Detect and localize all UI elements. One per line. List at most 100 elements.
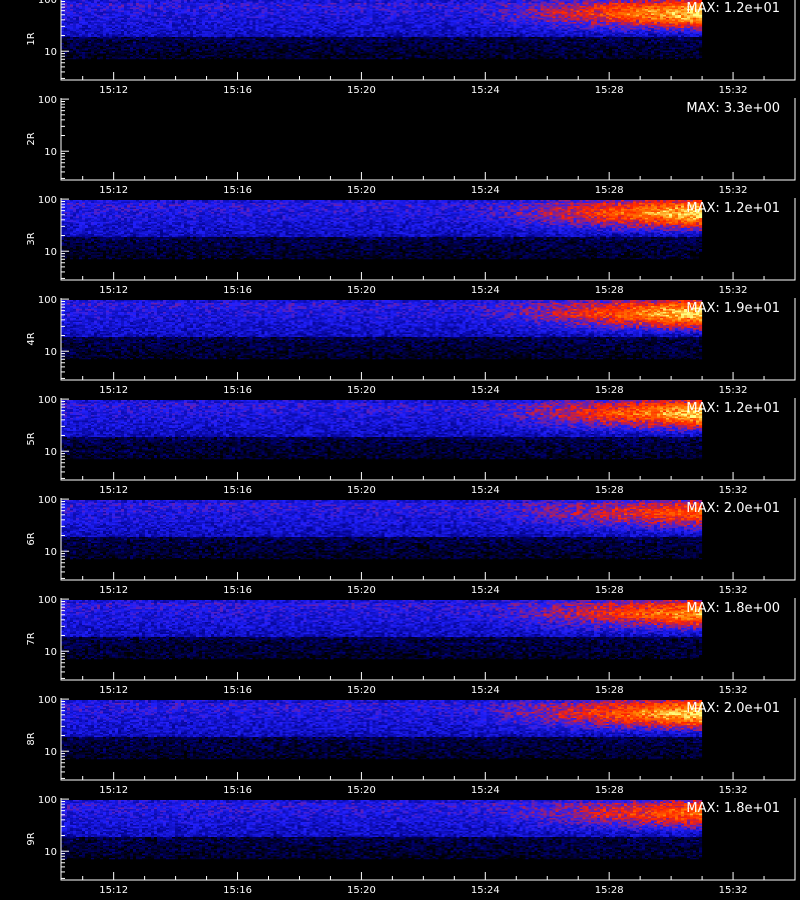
panel-label: 7R xyxy=(26,632,37,645)
heatmap-9r xyxy=(61,800,703,860)
x-tick-label: 15:12 xyxy=(99,485,128,496)
x-tick-label: 15:24 xyxy=(471,885,500,896)
x-tick-label: 15:32 xyxy=(719,185,748,196)
axis-frame xyxy=(60,198,796,281)
heatmap-5r xyxy=(61,400,703,460)
x-tick-label: 15:24 xyxy=(471,685,500,696)
x-tick-label: 15:20 xyxy=(347,385,376,396)
axis-frame xyxy=(60,498,796,581)
x-tick-label: 15:16 xyxy=(223,285,252,296)
x-tick-label: 15:12 xyxy=(99,585,128,596)
y-tick-label: 10 xyxy=(44,347,57,358)
x-tick-label: 15:32 xyxy=(719,485,748,496)
panel-label: 5R xyxy=(26,432,37,445)
heatmap-3r xyxy=(61,200,703,260)
heatmap-8r xyxy=(61,700,703,760)
panel-5r: 100 10 15:12 15:16 15:20 15:24 15:28 15:32 5R MAX… xyxy=(26,395,796,496)
y-tick-label: 10 xyxy=(44,447,57,458)
y-tick-label: 10 xyxy=(44,747,57,758)
x-tick-label: 15:12 xyxy=(99,385,128,396)
x-tick-label: 15:24 xyxy=(471,385,500,396)
y-tick-label: 100 xyxy=(38,595,57,606)
y-tick-label: 100 xyxy=(38,795,57,806)
x-tick-label: 15:16 xyxy=(223,585,252,596)
x-tick-label: 15:20 xyxy=(347,185,376,196)
x-tick-label: 15:28 xyxy=(595,185,624,196)
x-tick-label: 15:16 xyxy=(223,485,252,496)
x-tick-label: 15:24 xyxy=(471,185,500,196)
x-tick-label: 15:16 xyxy=(223,385,252,396)
x-tick-label: 15:12 xyxy=(99,685,128,696)
panel-6r: 100 10 15:12 15:16 15:20 15:24 15:28 15:32 6R MAX… xyxy=(26,495,796,596)
panel-label: 8R xyxy=(26,732,37,745)
panel-label: 4R xyxy=(26,332,37,345)
panel-3r: 100 10 15:12 15:16 15:20 15:24 15:28 15:32 3R MAX… xyxy=(26,195,796,296)
x-tick-label: 15:32 xyxy=(719,685,748,696)
x-tick-label: 15:32 xyxy=(719,85,748,96)
x-tick-label: 15:28 xyxy=(595,85,624,96)
x-tick-label: 15:20 xyxy=(347,685,376,696)
x-tick-label: 15:32 xyxy=(719,785,748,796)
max-value-label: MAX: 1.2e+01 xyxy=(686,201,780,216)
x-tick-label: 15:12 xyxy=(99,785,128,796)
panel-2r: 100 10 15:12 15:16 15:20 15:24 15:28 15:32 2R MAX… xyxy=(26,95,796,196)
axis-frame xyxy=(60,298,796,381)
axis-frame xyxy=(60,698,796,781)
max-value-label: MAX: 1.2e+01 xyxy=(686,1,780,16)
axis-frame xyxy=(60,398,796,481)
panel-label: 9R xyxy=(26,832,37,845)
y-tick-label: 100 xyxy=(38,95,57,106)
panel-label: 2R xyxy=(26,132,37,145)
panel-label: 6R xyxy=(26,532,37,545)
panel-4r: 100 10 15:12 15:16 15:20 15:24 15:28 15:32 4R MAX… xyxy=(26,295,796,396)
heatmap-4r xyxy=(61,300,703,360)
x-tick-label: 15:28 xyxy=(595,585,624,596)
max-value-label: MAX: 1.8e+00 xyxy=(686,601,780,616)
x-tick-label: 15:32 xyxy=(719,585,748,596)
x-tick-label: 15:12 xyxy=(99,885,128,896)
y-tick-label: 10 xyxy=(44,247,57,258)
max-value-label: MAX: 2.0e+01 xyxy=(686,501,780,516)
x-tick-label: 15:32 xyxy=(719,285,748,296)
panel-label: 1R xyxy=(26,32,37,45)
heatmap-1r xyxy=(61,0,703,60)
x-tick-label: 15:28 xyxy=(595,785,624,796)
x-tick-label: 15:20 xyxy=(347,785,376,796)
y-tick-label: 100 xyxy=(38,195,57,206)
y-tick-label: 100 xyxy=(38,495,57,506)
y-tick-label: 10 xyxy=(44,847,57,858)
x-tick-label: 15:12 xyxy=(99,285,128,296)
x-tick-label: 15:24 xyxy=(471,85,500,96)
x-tick-label: 15:28 xyxy=(595,685,624,696)
x-tick-label: 15:32 xyxy=(719,385,748,396)
x-tick-label: 15:16 xyxy=(223,685,252,696)
axis-frame xyxy=(60,598,796,681)
axis-frame xyxy=(60,0,796,81)
y-tick-label: 10 xyxy=(44,647,57,658)
x-tick-label: 15:24 xyxy=(471,485,500,496)
y-tick-label: 10 xyxy=(44,147,57,158)
x-tick-label: 15:28 xyxy=(595,385,624,396)
x-tick-label: 15:32 xyxy=(719,885,748,896)
max-value-label: MAX: 2.0e+01 xyxy=(686,701,780,716)
panel-8r: 100 10 15:12 15:16 15:20 15:24 15:28 15:32 8R MAX… xyxy=(26,695,796,796)
x-tick-label: 15:20 xyxy=(347,885,376,896)
x-tick-label: 15:20 xyxy=(347,585,376,596)
x-tick-label: 15:16 xyxy=(223,885,252,896)
x-tick-label: 15:24 xyxy=(471,585,500,596)
panel-1r: 100 10 15:12 15:16 15:20 15:24 15:28 15:32 1R MAX… xyxy=(26,0,796,96)
axis-frame xyxy=(60,798,796,881)
max-value-label: MAX: 1.9e+01 xyxy=(686,301,780,316)
x-tick-label: 15:28 xyxy=(595,485,624,496)
y-tick-label: 10 xyxy=(44,47,57,58)
y-tick-label: 100 xyxy=(38,0,57,6)
axis-frame xyxy=(60,98,796,181)
y-tick-label: 100 xyxy=(38,695,57,706)
x-tick-label: 15:16 xyxy=(223,85,252,96)
x-tick-label: 15:24 xyxy=(471,785,500,796)
x-tick-label: 15:28 xyxy=(595,885,624,896)
x-tick-label: 15:16 xyxy=(223,785,252,796)
x-tick-label: 15:24 xyxy=(471,285,500,296)
x-tick-label: 15:28 xyxy=(595,285,624,296)
